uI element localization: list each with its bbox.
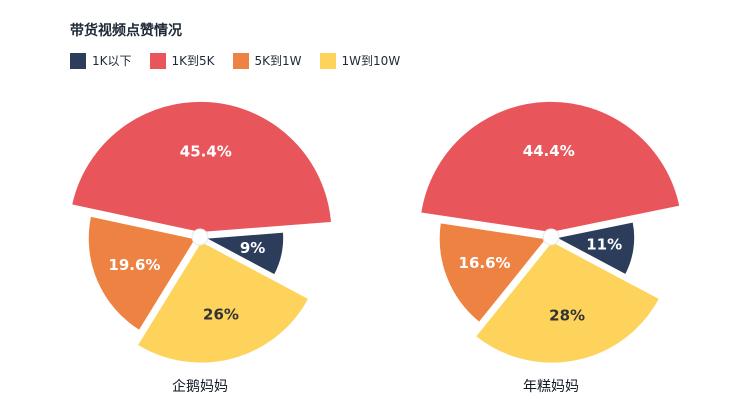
legend-label: 1K以下: [92, 54, 132, 68]
legend: 1K以下 1K到5K 5K到1W 1W到10W: [70, 52, 418, 69]
slice-label: 19.6%: [108, 256, 160, 274]
pie-series-name: 企鹅妈妈: [172, 378, 228, 395]
slice-label: 26%: [203, 305, 239, 323]
legend-item: 5K到1W: [232, 52, 302, 69]
pie-series-name: 年糕妈妈: [523, 379, 579, 395]
legend-swatch: [232, 52, 249, 69]
legend-swatch: [70, 52, 86, 69]
pie-slice: [200, 230, 286, 277]
chart-title: 带货视频点赞情况: [70, 23, 182, 39]
legend-item: 1W到10W: [319, 52, 401, 69]
legend-swatch: [319, 52, 336, 69]
slice-label: 11%: [586, 236, 622, 254]
pie-center-dot: [542, 228, 560, 246]
slice-label: 28%: [549, 306, 585, 324]
legend-label: 1W到10W: [341, 54, 401, 68]
pie-group: 11% 44.4% 16.6% 28% 年糕妈妈: [419, 99, 682, 395]
slice-label: 45.4%: [180, 142, 232, 160]
slice-label: 9%: [240, 239, 265, 257]
pie-slice: [419, 99, 682, 235]
pie-center-dot: [191, 228, 209, 246]
pie-slice: [69, 99, 334, 235]
pie-slice: [135, 239, 311, 365]
legend-label: 1K到5K: [171, 54, 215, 68]
pie-group: 9% 45.4% 19.6% 26% 企鹅妈妈: [69, 99, 334, 395]
slice-label: 44.4%: [523, 142, 575, 160]
pie-slice: [552, 220, 637, 277]
legend-item: 1K以下: [70, 52, 132, 69]
legend-item: 1K到5K: [149, 52, 215, 69]
pie-slice: [86, 214, 198, 333]
legend-swatch: [149, 52, 166, 69]
pie-slice: [473, 239, 662, 365]
slice-label: 16.6%: [459, 254, 511, 272]
pie-slice: [437, 221, 550, 325]
legend-label: 5K到1W: [254, 54, 302, 68]
